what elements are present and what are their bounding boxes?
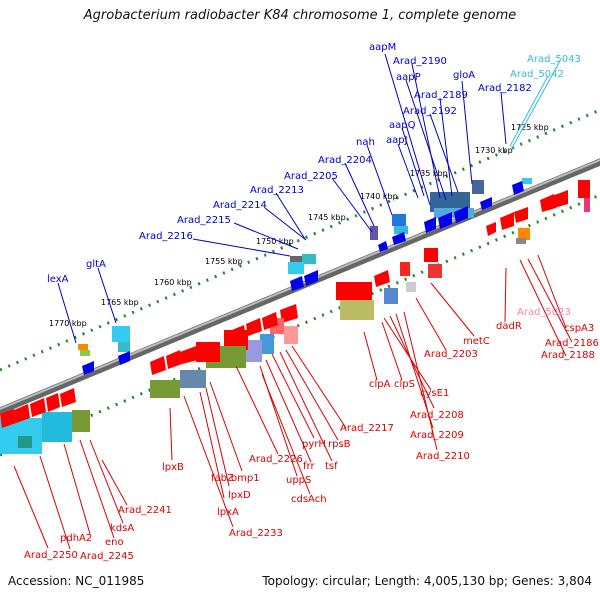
gene-label: Arad_2245 <box>80 551 134 562</box>
reverse-leader-lines <box>13 254 573 550</box>
ruler-label: 1735 kbp <box>410 169 448 178</box>
reverse-features <box>0 180 590 454</box>
gene-label: Arad_2241 <box>118 505 172 516</box>
gene-label: pyrH <box>302 439 326 450</box>
ruler-label: 1765 kbp <box>101 298 139 307</box>
accession-text: Accession: NC_011985 <box>8 574 145 588</box>
ruler-label: 1725 kbp <box>511 123 549 132</box>
gene-label: Arad_2188 <box>541 350 595 361</box>
ruler-forward <box>0 108 600 372</box>
gene-label: Arad_2214 <box>213 200 267 211</box>
gene-label: Arad_2186 <box>545 338 599 349</box>
gene-label: frr <box>303 461 315 472</box>
gene-label: eno <box>105 537 124 548</box>
forward-features <box>78 178 532 375</box>
gene-label: Arad_5023 <box>517 307 571 318</box>
gene-label: Arad_2233 <box>229 528 283 539</box>
gene-label: Arad_2213 <box>250 185 304 196</box>
gene-label: Arad_2189 <box>414 90 468 101</box>
gene-label: Arad_2208 <box>410 410 464 421</box>
gene-label: gloA <box>453 70 475 81</box>
gene-label: Arad_2182 <box>478 83 532 94</box>
gene-label: Arad_2210 <box>416 451 470 462</box>
gene-label: Arad_2192 <box>403 106 457 117</box>
ruler-label: 1750 kbp <box>256 237 294 246</box>
gene-label: nah <box>356 137 375 148</box>
gene-label: Arad_2204 <box>318 155 372 166</box>
gene-label: clpS <box>394 379 415 390</box>
topology-text: Topology: circular; Length: 4,005,130 bp… <box>262 574 592 588</box>
ruler-label: 1745 kbp <box>308 213 346 222</box>
gene-label: aapQ <box>389 120 416 131</box>
gene-label: Arad_2226 <box>249 454 303 465</box>
gene-label: lpxD <box>228 490 251 501</box>
ruler-label: 1730 kbp <box>475 146 513 155</box>
ruler-label: 1770 kbp <box>49 319 87 328</box>
ruler-label: 1755 kbp <box>205 257 243 266</box>
gene-labels: Arad_5043 Arad_5042 aapM Arad_2190 aapP … <box>24 42 599 562</box>
gene-label: rpsB <box>328 439 351 450</box>
gene-label: Arad_2203 <box>424 349 478 360</box>
genome-title: Agrobacterium radiobacter K84 chromosome… <box>83 8 517 23</box>
ruler-reverse <box>0 193 600 457</box>
gene-label: Arad_5042 <box>510 69 564 80</box>
gene-label: omp1 <box>231 473 260 484</box>
gene-label: gltA <box>86 259 106 270</box>
gene-label: Arad_5043 <box>527 54 581 65</box>
gene-label: Arad_2215 <box>177 215 231 226</box>
gene-label: Arad_2205 <box>284 171 338 182</box>
gene-label: uppS <box>286 475 311 486</box>
gene-label: Arad_2209 <box>410 430 464 441</box>
gene-label: fabZ <box>211 473 234 484</box>
gene-label: aapP <box>396 72 421 83</box>
gene-label: cysE1 <box>420 388 449 399</box>
gene-label: lexA <box>47 274 69 285</box>
gene-label: Arad_2250 <box>24 550 78 561</box>
gene-label: lpxA <box>217 507 239 518</box>
ruler-label: 1740 kbp <box>360 192 398 201</box>
gene-label: Arad_2217 <box>340 423 394 434</box>
forward-leader-lines <box>57 53 507 344</box>
gene-label: Arad_2216 <box>139 231 193 242</box>
gene-label: Arad_2190 <box>393 56 447 67</box>
gene-label: cdsAch <box>291 494 327 505</box>
gene-label: kdsA <box>110 523 134 534</box>
gene-label: cspA3 <box>564 323 594 334</box>
gene-label: aapM <box>369 42 396 53</box>
gene-label: metC <box>463 336 490 347</box>
gene-label: clpA <box>369 379 391 390</box>
pseudo-leader-lines <box>509 60 561 149</box>
gene-label: aapJ <box>386 135 408 146</box>
gene-label: tsf <box>325 461 338 472</box>
gene-label: pdhA2 <box>60 533 92 544</box>
gene-label: lpxB <box>162 462 184 473</box>
gene-label: dadR <box>496 321 522 332</box>
ruler-label: 1760 kbp <box>154 278 192 287</box>
